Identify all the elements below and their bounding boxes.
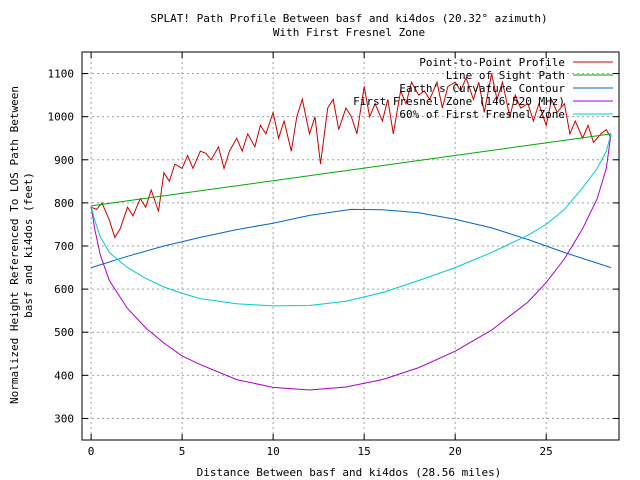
y-tick-label-8: 1100 <box>48 68 75 81</box>
series-line-3 <box>90 133 612 391</box>
legend-label-2: Earth's Curvature Contour <box>399 82 565 95</box>
chart-title: SPLAT! Path Profile Between basf and ki4… <box>150 12 547 25</box>
y-tick-label-4: 700 <box>54 240 74 253</box>
y-tick-label-5: 800 <box>54 197 74 210</box>
y-tick-label-6: 900 <box>54 154 74 167</box>
x-tick-label-0: 0 <box>88 445 95 458</box>
x-tick-label-3: 15 <box>358 445 371 458</box>
x-axis-label: Distance Between basf and ki4dos (28.56 … <box>197 466 502 479</box>
legend-label-1: Line of Sight Path <box>446 69 565 82</box>
y-tick-label-1: 400 <box>54 369 74 382</box>
x-tick-label-4: 20 <box>449 445 462 458</box>
y-tick-label-2: 500 <box>54 326 74 339</box>
x-tick-label-2: 10 <box>267 445 280 458</box>
legend-label-4: 60% of First Fresnel Zone <box>399 108 565 121</box>
plot-area: 0 5 10 15 20 25 300 400 500 600 700 800 900 1000 1100 P… <box>48 51 620 458</box>
y-tick-label-3: 600 <box>54 283 74 296</box>
y-axis-label-line2: basf and ki4dos (feet) <box>22 172 35 318</box>
x-tick-label-5: 25 <box>540 445 553 458</box>
chart-subtitle: With First Fresnel Zone <box>273 26 425 39</box>
series-line-4 <box>90 133 612 307</box>
y-axis-label-line1: Normalized Height Referenced To LOS Path… <box>8 86 21 404</box>
y-axis-label-group: Normalized Height Referenced To LOS Path… <box>8 86 35 404</box>
series-line-2 <box>90 208 612 269</box>
plot-frame <box>81 51 620 441</box>
y-tick-label-0: 300 <box>54 412 74 425</box>
legend-label-3: First Fresnel Zone (146.520 MHz) <box>353 95 565 108</box>
series-line-1 <box>91 133 612 207</box>
y-tick-label-7: 1000 <box>48 111 75 124</box>
series-line-0 <box>90 73 612 239</box>
x-tick-label-1: 5 <box>179 445 186 458</box>
legend-label-0: Point-to-Point Profile <box>419 56 565 69</box>
